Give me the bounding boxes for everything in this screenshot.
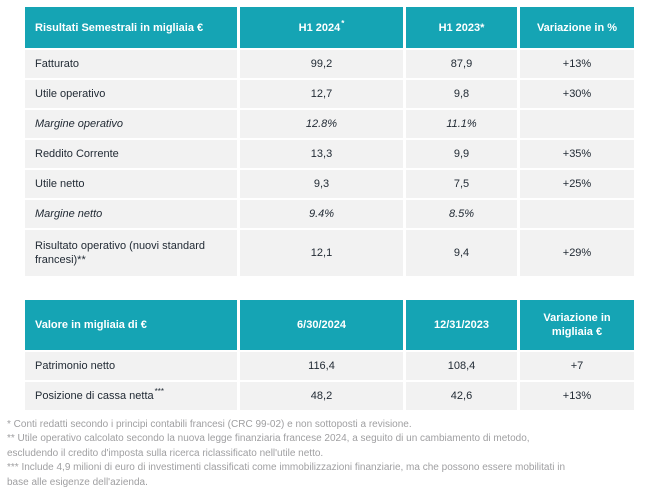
footnotes: * Conti redatti secondo i principi conta… [7, 418, 582, 490]
value-cell-text: 9,8 [453, 88, 470, 100]
row-label: Reddito Corrente [25, 140, 237, 168]
value-cell-text: 87,9 [450, 58, 473, 70]
value-cell: 99,2 [240, 50, 403, 78]
value-cell-text: 9,9 [453, 148, 470, 160]
header-cell-col2: H1 2023* [406, 7, 517, 48]
value-cell-text: +29% [562, 247, 592, 259]
value-cell: +13% [520, 50, 634, 78]
value-cell-text: +13% [562, 390, 592, 402]
footnote-marker: * [341, 18, 345, 28]
header-cell-col1: H1 2024 * [240, 7, 403, 48]
value-cell-text: 12.8% [305, 118, 338, 130]
row-label-text: Patrimonio netto [35, 360, 116, 372]
row-label-text: Utile netto [35, 178, 85, 190]
footnote-3: *** Include 4,9 milioni di euro di inves… [7, 462, 566, 488]
footnote-marker: *** [154, 387, 164, 396]
value-cell: +7 [520, 352, 634, 380]
header-row-label: Valore in migliaia di € [25, 300, 237, 350]
value-cell-text: 9,3 [313, 178, 330, 190]
value-cell [520, 200, 634, 228]
row-label-text: Posizione di cassa netta [35, 390, 154, 402]
value-cell-text: +30% [562, 88, 592, 100]
value-cell-text: 108,4 [447, 360, 476, 372]
value-cell-text: +25% [562, 178, 592, 190]
header-cell-col2-text: H1 2023* [438, 21, 485, 34]
value-cell: 12,7 [240, 80, 403, 108]
value-cell: +35% [520, 140, 634, 168]
header-row-label-text: Risultati Semestrali in migliaia € [35, 21, 204, 34]
row-label-text: Fatturato [35, 58, 80, 70]
row-label-text: Utile operativo [35, 88, 106, 100]
value-cell: +25% [520, 170, 634, 198]
row-label: Risultato operativo (nuovi standard fran… [25, 230, 237, 276]
semiannual-results-table: Risultati Semestrali in migliaia € H1 202… [25, 7, 634, 276]
value-cell: 11.1% [406, 110, 517, 138]
row-label-text: Margine netto [35, 208, 103, 220]
value-cell-text: 11.1% [446, 118, 477, 130]
header-cell-col2: 12/31/2023 [406, 300, 517, 350]
row-label: Patrimonio netto [25, 352, 237, 380]
footnote-2: ** Utile operativo calcolato secondo la … [7, 433, 530, 459]
row-label: Fatturato [25, 50, 237, 78]
header-row-label: Risultati Semestrali in migliaia € [25, 7, 237, 48]
header-cell-col3-text: Variazione in % [536, 21, 618, 34]
value-cell: 9.4% [240, 200, 403, 228]
header-cell-col3: Variazione in migliaia € [520, 300, 634, 350]
value-cell: 9,9 [406, 140, 517, 168]
row-label: Utile netto [25, 170, 237, 198]
value-cell: 8.5% [406, 200, 517, 228]
value-cell-text: 48,2 [310, 390, 333, 402]
value-cell-text: 13,3 [310, 148, 333, 160]
header-row-label-text: Valore in migliaia di € [35, 319, 147, 331]
value-cell: 12,1 [240, 230, 403, 276]
value-cell: 48,2 [240, 382, 403, 410]
row-label: Margine netto [25, 200, 237, 228]
value-cell-text: 8.5% [448, 208, 475, 220]
value-cell: 116,4 [240, 352, 403, 380]
value-cell-text: +35% [562, 148, 592, 160]
row-label: Posizione di cassa netta *** [25, 382, 237, 410]
value-cell-text: 9,4 [453, 247, 470, 259]
header-cell-col1: 6/30/2024 [240, 300, 403, 350]
value-cell: 9,4 [406, 230, 517, 276]
value-cell: 87,9 [406, 50, 517, 78]
value-cell-text: +7 [570, 360, 584, 372]
value-cell-text: 9.4% [308, 208, 335, 220]
value-cell [520, 110, 634, 138]
header-cell-col3-text: Variazione in migliaia € [543, 312, 611, 338]
value-cell-text: 116,4 [308, 360, 335, 372]
value-cell: +30% [520, 80, 634, 108]
value-cell: 9,8 [406, 80, 517, 108]
value-cell: +13% [520, 382, 634, 410]
row-label-text: Risultato operativo (nuovi standard fran… [35, 240, 205, 266]
value-cell-text: 12,7 [310, 88, 333, 100]
value-cell: 9,3 [240, 170, 403, 198]
value-cell-text: 12,1 [310, 247, 333, 259]
value-cell: 42,6 [406, 382, 517, 410]
balance-values-table: Valore in migliaia di € 6/30/2024 12/31/20… [25, 300, 634, 410]
footnote-1: * Conti redatti secondo i principi conta… [7, 419, 412, 430]
row-label-text: Reddito Corrente [35, 148, 119, 160]
value-cell: 7,5 [406, 170, 517, 198]
value-cell-text: 99,2 [310, 58, 333, 70]
value-cell: +29% [520, 230, 634, 276]
header-cell-col3: Variazione in % [520, 7, 634, 48]
value-cell: 13,3 [240, 140, 403, 168]
value-cell-text: +13% [562, 58, 592, 70]
row-label-text: Margine operativo [35, 118, 124, 130]
header-cell-col1-text: 6/30/2024 [297, 319, 346, 331]
row-label: Utile operativo [25, 80, 237, 108]
row-label: Margine operativo [25, 110, 237, 138]
value-cell-text: 7,5 [453, 178, 470, 190]
value-cell: 12.8% [240, 110, 403, 138]
value-cell-text: 42,6 [450, 390, 473, 402]
header-cell-col1-text: H1 2024 [298, 21, 341, 34]
header-cell-col2-text: 12/31/2023 [433, 319, 490, 331]
value-cell: 108,4 [406, 352, 517, 380]
